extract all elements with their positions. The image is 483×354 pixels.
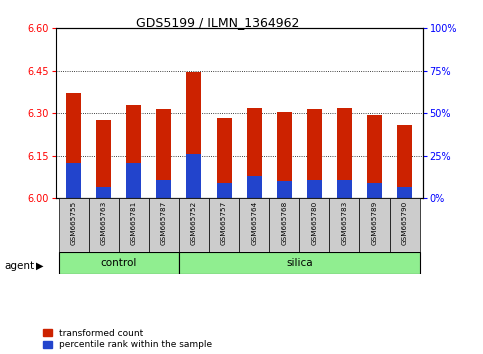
Bar	[179, 252, 420, 274]
Bar	[329, 198, 359, 253]
Bar	[66, 163, 81, 198]
Bar	[337, 180, 352, 198]
Legend: transformed count, percentile rank within the sample: transformed count, percentile rank withi…	[43, 329, 213, 349]
Bar	[156, 109, 171, 198]
Text: GSM665763: GSM665763	[100, 201, 107, 245]
Bar	[277, 181, 292, 198]
Text: GSM665787: GSM665787	[161, 201, 167, 245]
Bar	[367, 115, 382, 198]
Text: GSM665768: GSM665768	[281, 201, 287, 245]
Bar	[307, 109, 322, 198]
Bar	[96, 187, 111, 198]
Text: ▶: ▶	[36, 261, 44, 271]
Bar	[119, 198, 149, 253]
Bar	[149, 198, 179, 253]
Bar	[96, 120, 111, 198]
Bar	[58, 252, 179, 274]
Bar	[269, 198, 299, 253]
Text: GSM665752: GSM665752	[191, 201, 197, 245]
Text: GSM665780: GSM665780	[312, 201, 317, 245]
Bar	[156, 180, 171, 198]
Bar	[299, 198, 329, 253]
Bar	[216, 183, 231, 198]
Bar	[89, 198, 119, 253]
Text: control: control	[100, 258, 137, 268]
Text: GDS5199 / ILMN_1364962: GDS5199 / ILMN_1364962	[136, 16, 299, 29]
Bar	[367, 183, 382, 198]
Bar	[239, 198, 269, 253]
Bar	[337, 108, 352, 198]
Bar	[397, 125, 412, 198]
Text: GSM665764: GSM665764	[251, 201, 257, 245]
Bar	[247, 176, 262, 198]
Bar	[247, 108, 262, 198]
Bar	[216, 118, 231, 198]
Bar	[209, 198, 239, 253]
Bar	[66, 93, 81, 198]
Bar	[126, 163, 142, 198]
Bar	[277, 112, 292, 198]
Text: silica: silica	[286, 258, 313, 268]
Bar	[359, 198, 389, 253]
Text: GSM665783: GSM665783	[341, 201, 347, 245]
Text: agent: agent	[5, 261, 35, 271]
Text: GSM665781: GSM665781	[131, 201, 137, 245]
Bar	[179, 198, 209, 253]
Bar	[397, 187, 412, 198]
Bar	[186, 154, 201, 198]
Bar	[58, 198, 89, 253]
Bar	[389, 198, 420, 253]
Text: GSM665755: GSM665755	[71, 201, 77, 245]
Text: GSM665757: GSM665757	[221, 201, 227, 245]
Bar	[126, 105, 142, 198]
Bar	[186, 72, 201, 198]
Bar	[307, 180, 322, 198]
Text: GSM665789: GSM665789	[371, 201, 378, 245]
Text: GSM665790: GSM665790	[401, 201, 408, 245]
